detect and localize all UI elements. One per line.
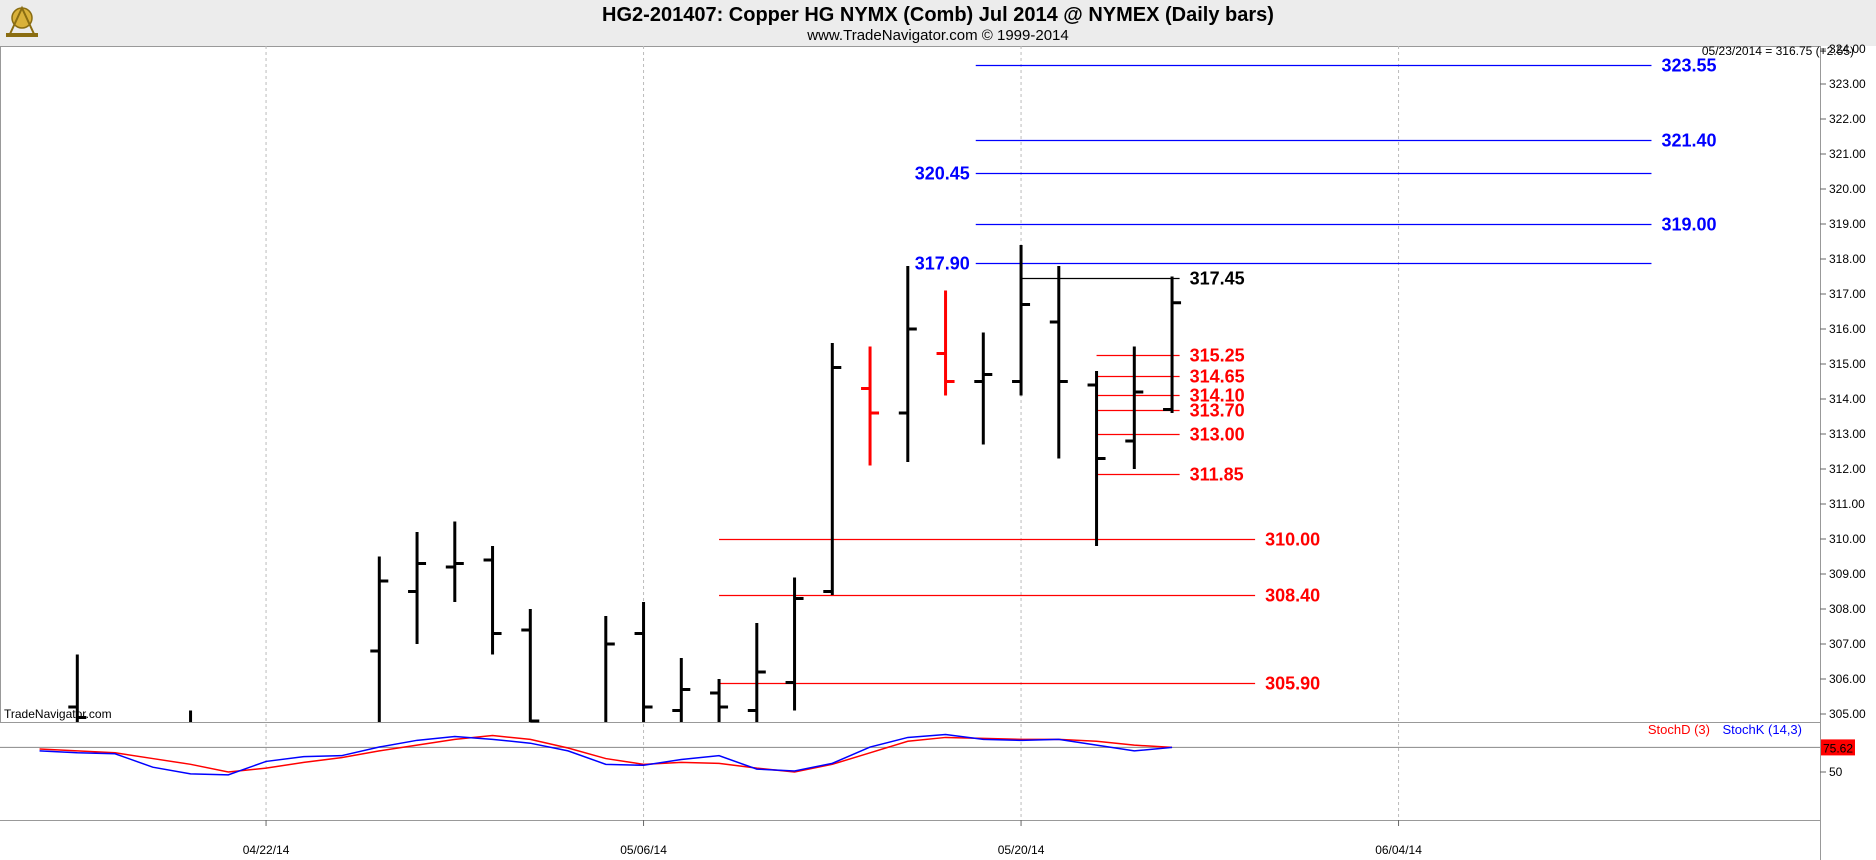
ohlc-bar <box>1012 245 1031 396</box>
y-tick-label: 322.00 <box>1829 112 1866 126</box>
ohlc-bar <box>747 623 766 722</box>
legend-stoch-d: StochD (3) <box>1648 722 1710 737</box>
price-levels: 323.55 321.40 320.45 319.00 317.90 317.45 315.… <box>719 56 1717 694</box>
last-quote: 05/23/2014 = 316.75 (+2.55) <box>1702 44 1854 58</box>
chart-header <box>0 0 1876 46</box>
ohlc-bar <box>710 679 729 722</box>
ohlc-bar <box>1125 346 1144 469</box>
ohlc-bar <box>785 577 804 711</box>
x-axis: 04/22/14 05/06/14 05/20/14 06/04/14 <box>243 820 1422 857</box>
y-tick-label: 306.00 <box>1829 672 1866 686</box>
legend-stoch-k: StochK (14,3) <box>1723 722 1803 737</box>
y-tick-label: 315.00 <box>1829 357 1866 371</box>
level-label: 320.45 <box>915 164 970 184</box>
y-tick-label: 316.00 <box>1829 322 1866 336</box>
level-label: 308.40 <box>1265 586 1320 606</box>
ohlc-bar <box>634 602 653 722</box>
x-tick-label: 04/22/14 <box>243 843 290 857</box>
x-tick-label: 06/04/14 <box>1375 843 1422 857</box>
tradenavigator-logo-icon <box>6 5 38 37</box>
stoch-d-line <box>39 734 1173 773</box>
level-label: 317.90 <box>915 254 970 274</box>
y-tick-label: 323.00 <box>1829 77 1866 91</box>
level-label: 315.25 <box>1190 346 1245 366</box>
y-tick-label: 318.00 <box>1829 252 1866 266</box>
level-label: 313.00 <box>1190 425 1245 445</box>
level-label: 314.65 <box>1190 367 1245 387</box>
x-tick-label: 05/20/14 <box>998 843 1045 857</box>
ohlc-bar <box>898 266 917 462</box>
price-bars <box>68 245 1182 723</box>
ohlc-bar <box>483 546 502 655</box>
ohlc-bar <box>445 521 464 602</box>
stoch-last-value: 75.62 <box>1823 741 1853 755</box>
level-label: 311.85 <box>1190 465 1244 485</box>
y-tick-label: 320.00 <box>1829 182 1866 196</box>
chart-subtitle: www.TradeNavigator.com © 1999-2014 <box>806 27 1068 44</box>
level-label: 321.40 <box>1661 131 1716 151</box>
stochastic-panel: StochD (3) StochK (14,3) 50 75.62 <box>0 722 1855 779</box>
level-label: 313.70 <box>1190 401 1245 421</box>
ohlc-bar <box>936 290 955 396</box>
y-tick-label: 310.00 <box>1829 532 1866 546</box>
watermark: TradeNavigator.com <box>4 707 112 721</box>
level-label: 317.45 <box>1190 269 1245 289</box>
y-tick-label: 305.00 <box>1829 707 1866 721</box>
ohlc-bar <box>408 532 427 644</box>
y-tick-label: 311.00 <box>1829 497 1865 511</box>
ohlc-bar <box>604 616 615 722</box>
chart-title: HG2-201407: Copper HG NYMX (Comb) Jul 20… <box>602 4 1274 26</box>
ohlc-bar <box>823 343 842 595</box>
stoch-tick-label: 50 <box>1829 765 1843 779</box>
y-tick-label: 324.00 <box>1829 42 1866 56</box>
level-label: 305.90 <box>1265 674 1320 694</box>
y-tick-label: 314.00 <box>1829 392 1866 406</box>
ohlc-bar <box>672 658 691 722</box>
level-label: 310.00 <box>1265 530 1320 550</box>
x-tick-label: 05/06/14 <box>620 843 667 857</box>
level-label: 314.10 <box>1190 386 1245 406</box>
plot-frame <box>0 46 1821 723</box>
y-axis: 305.00 306.00 307.00 308.00 309.00 310.00 311.… <box>1820 42 1866 721</box>
stoch-k-line <box>39 733 1173 776</box>
ohlc-bar <box>1087 371 1106 546</box>
y-tick-label: 317.00 <box>1829 287 1866 301</box>
y-tick-label: 308.00 <box>1829 602 1866 616</box>
y-tick-label: 319.00 <box>1829 217 1866 231</box>
y-tick-label: 313.00 <box>1829 427 1866 441</box>
ohlc-bar <box>1163 276 1182 413</box>
level-label: 323.55 <box>1661 56 1716 76</box>
ohlc-bar <box>974 332 993 445</box>
level-label: 319.00 <box>1661 215 1716 235</box>
ohlc-bar <box>68 654 87 722</box>
y-tick-label: 309.00 <box>1829 567 1866 581</box>
y-tick-label: 312.00 <box>1829 462 1866 476</box>
ohlc-bar <box>861 346 880 466</box>
y-tick-label: 307.00 <box>1829 637 1866 651</box>
stoch-last-value-badge <box>1821 739 1855 756</box>
ohlc-bar <box>370 556 389 722</box>
ohlc-bar <box>1049 266 1068 459</box>
ohlc-bar <box>521 609 540 723</box>
y-tick-label: 321.00 <box>1829 147 1866 161</box>
